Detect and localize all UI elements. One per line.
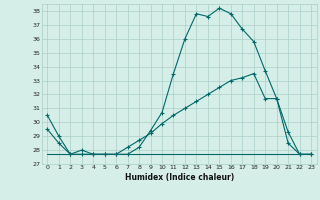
X-axis label: Humidex (Indice chaleur): Humidex (Indice chaleur) <box>124 173 234 182</box>
